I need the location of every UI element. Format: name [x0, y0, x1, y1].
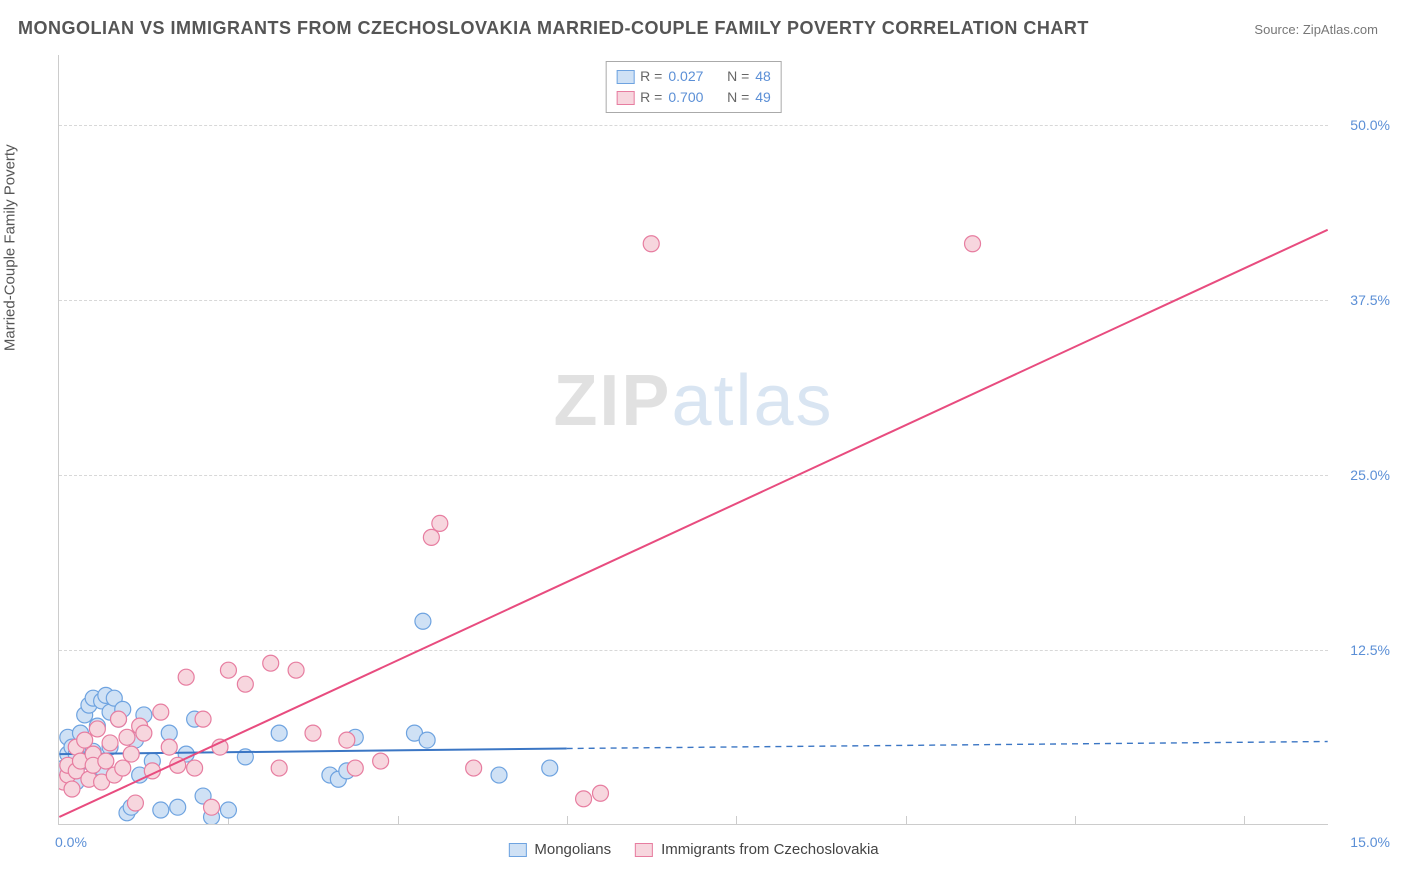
plot-area: ZIPatlas R = 0.027 N = 48R = 0.700 N = 4… — [58, 55, 1328, 825]
data-point — [237, 676, 253, 692]
data-point — [419, 732, 435, 748]
x-tick-label-max: 15.0% — [1350, 834, 1390, 850]
data-point — [123, 746, 139, 762]
legend-swatch — [616, 91, 634, 105]
data-point — [491, 767, 507, 783]
x-tick-label-min: 0.0% — [55, 834, 87, 850]
chart-title: MONGOLIAN VS IMMIGRANTS FROM CZECHOSLOVA… — [18, 18, 1089, 39]
legend-stats-row: R = 0.027 N = 48 — [616, 66, 771, 87]
data-point — [423, 529, 439, 545]
data-point — [415, 613, 431, 629]
plot-canvas: ZIPatlas R = 0.027 N = 48R = 0.700 N = 4… — [58, 55, 1328, 825]
legend-series: Mongolians Immigrants from Czechoslovakia — [508, 841, 878, 858]
data-point — [127, 795, 143, 811]
n-value: 49 — [755, 87, 771, 108]
data-point — [161, 739, 177, 755]
data-point — [111, 711, 127, 727]
data-point — [576, 791, 592, 807]
data-point — [643, 236, 659, 252]
data-point — [119, 729, 135, 745]
legend-swatch — [508, 843, 526, 857]
data-point — [187, 760, 203, 776]
y-tick-label: 12.5% — [1335, 642, 1390, 658]
data-point — [373, 753, 389, 769]
data-point — [170, 799, 186, 815]
legend-stats: R = 0.027 N = 48R = 0.700 N = 49 — [605, 61, 782, 113]
r-label: R = — [640, 66, 662, 87]
n-label: N = — [727, 87, 749, 108]
source-attribution: Source: ZipAtlas.com — [1254, 22, 1378, 37]
data-point — [89, 721, 105, 737]
data-point — [115, 760, 131, 776]
data-point — [271, 725, 287, 741]
data-point — [204, 799, 220, 815]
data-point — [339, 732, 355, 748]
data-point — [64, 781, 80, 797]
data-point — [271, 760, 287, 776]
y-tick-label: 37.5% — [1335, 292, 1390, 308]
y-tick-label: 25.0% — [1335, 467, 1390, 483]
data-point — [592, 785, 608, 801]
r-value: 0.027 — [668, 66, 703, 87]
data-point — [195, 711, 211, 727]
legend-series-item: Mongolians — [508, 841, 611, 858]
y-tick-label: 50.0% — [1335, 117, 1390, 133]
r-label: R = — [640, 87, 662, 108]
legend-series-item: Immigrants from Czechoslovakia — [635, 841, 879, 858]
data-point — [965, 236, 981, 252]
data-point — [77, 732, 93, 748]
legend-series-label: Immigrants from Czechoslovakia — [661, 841, 879, 858]
y-axis-label: Married-Couple Family Poverty — [2, 144, 19, 351]
data-point — [347, 760, 363, 776]
n-value: 48 — [755, 66, 771, 87]
data-point — [153, 704, 169, 720]
trend-line-extension — [567, 742, 1328, 749]
data-point — [466, 760, 482, 776]
legend-series-label: Mongolians — [534, 841, 611, 858]
data-point — [220, 662, 236, 678]
n-label: N = — [727, 66, 749, 87]
legend-swatch — [616, 70, 634, 84]
data-point — [263, 655, 279, 671]
legend-swatch — [635, 843, 653, 857]
data-point — [153, 802, 169, 818]
source-site: ZipAtlas.com — [1303, 22, 1378, 37]
data-point — [136, 725, 152, 741]
data-point — [432, 515, 448, 531]
source-label: Source: — [1254, 22, 1299, 37]
data-point — [220, 802, 236, 818]
trend-line — [59, 230, 1327, 817]
data-point — [542, 760, 558, 776]
chart-svg — [59, 55, 1328, 824]
legend-stats-row: R = 0.700 N = 49 — [616, 87, 771, 108]
data-point — [288, 662, 304, 678]
data-point — [178, 669, 194, 685]
data-point — [102, 735, 118, 751]
data-point — [98, 753, 114, 769]
r-value: 0.700 — [668, 87, 703, 108]
data-point — [305, 725, 321, 741]
data-point — [212, 739, 228, 755]
